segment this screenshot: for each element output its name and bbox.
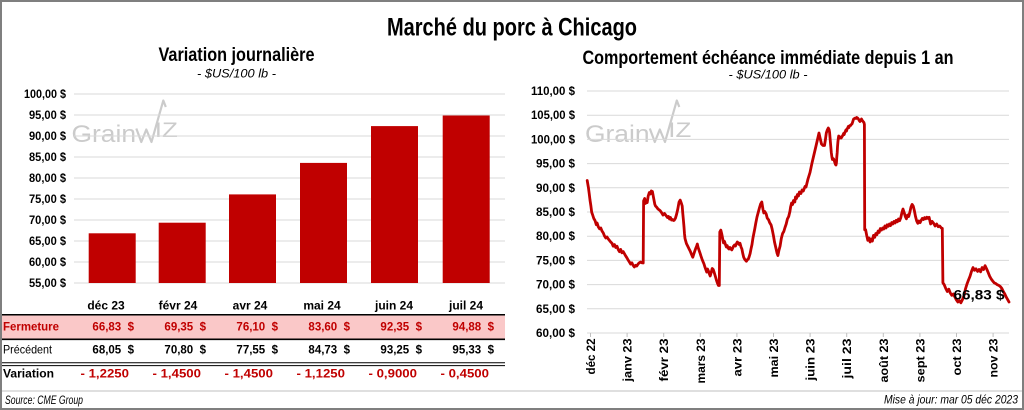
svg-text:janv 23: janv 23 bbox=[621, 338, 635, 382]
svg-text:77,55 $: 77,55 $ bbox=[236, 345, 278, 357]
svg-text:- $US/100 lb -: - $US/100 lb - bbox=[197, 67, 276, 81]
svg-text:- 0,4500: - 0,4500 bbox=[441, 367, 490, 381]
svg-text:84,73 $: 84,73 $ bbox=[308, 345, 350, 357]
svg-text:avr 23: avr 23 bbox=[730, 338, 744, 376]
svg-text:juin 23: juin 23 bbox=[804, 338, 818, 381]
svg-text:110,00 $: 110,00 $ bbox=[531, 84, 575, 98]
svg-text:juil 24: juil 24 bbox=[448, 299, 483, 313]
svg-text:70,80 $: 70,80 $ bbox=[164, 345, 206, 357]
svg-text:nov 23: nov 23 bbox=[987, 338, 1001, 377]
svg-text:60,00 $: 60,00 $ bbox=[29, 257, 67, 269]
svg-text:100,00 $: 100,00 $ bbox=[531, 132, 575, 146]
svg-text:95,00 $: 95,00 $ bbox=[536, 157, 575, 171]
svg-text:Mise à jour: mar 05 déc 2023: Mise à jour: mar 05 déc 2023 bbox=[884, 395, 1019, 407]
svg-text:92,35 $: 92,35 $ bbox=[380, 322, 422, 334]
svg-text:Source: CME Group: Source: CME Group bbox=[5, 395, 83, 407]
svg-text:- 0,9000: - 0,9000 bbox=[369, 367, 418, 381]
svg-text:66,83 $: 66,83 $ bbox=[92, 322, 134, 334]
svg-text:100,00 $: 100,00 $ bbox=[24, 89, 67, 101]
svg-text:Grain: Grain bbox=[72, 121, 137, 148]
svg-text:90,00 $: 90,00 $ bbox=[536, 181, 575, 195]
svg-text:sept 23: sept 23 bbox=[913, 338, 927, 382]
svg-text:août 23: août 23 bbox=[877, 338, 891, 382]
svg-text:105,00 $: 105,00 $ bbox=[531, 108, 575, 122]
svg-text:75,00 $: 75,00 $ bbox=[536, 253, 575, 267]
svg-text:- 1,4500: - 1,4500 bbox=[225, 367, 274, 381]
svg-text:83,60 $: 83,60 $ bbox=[308, 322, 350, 334]
svg-text:95,00 $: 95,00 $ bbox=[29, 110, 67, 122]
svg-text:déc 22: déc 22 bbox=[584, 338, 598, 374]
svg-text:IZ: IZ bbox=[155, 118, 178, 142]
svg-text:Grain: Grain bbox=[585, 121, 650, 148]
svg-text:mars 23: mars 23 bbox=[694, 338, 708, 383]
svg-text:févr 24: févr 24 bbox=[159, 299, 198, 313]
svg-text:Comportement échéance immédiat: Comportement échéance immédiate depuis 1… bbox=[583, 48, 954, 69]
svg-text:- $US/100 lb -: - $US/100 lb - bbox=[729, 68, 808, 82]
svg-text:93,25 $: 93,25 $ bbox=[380, 345, 422, 357]
svg-text:juil 23: juil 23 bbox=[840, 338, 854, 380]
svg-text:juin 24: juin 24 bbox=[374, 299, 413, 313]
svg-text:Variation: Variation bbox=[3, 367, 54, 381]
svg-text:76,10 $: 76,10 $ bbox=[236, 322, 278, 334]
svg-text:mai 24: mai 24 bbox=[303, 299, 341, 313]
svg-text:85,00 $: 85,00 $ bbox=[29, 152, 67, 164]
svg-text:Marché du porc à Chicago: Marché du porc à Chicago bbox=[387, 14, 637, 42]
svg-text:90,00 $: 90,00 $ bbox=[29, 131, 67, 143]
svg-text:85,00 $: 85,00 $ bbox=[536, 205, 575, 219]
svg-text:55,00 $: 55,00 $ bbox=[29, 278, 67, 290]
svg-text:65,00 $: 65,00 $ bbox=[536, 302, 575, 316]
svg-text:avr 24: avr 24 bbox=[233, 299, 268, 313]
svg-text:Fermeture: Fermeture bbox=[3, 320, 59, 334]
svg-text:94,88 $: 94,88 $ bbox=[452, 322, 494, 334]
svg-text:80,00 $: 80,00 $ bbox=[29, 173, 67, 185]
svg-text:70,00 $: 70,00 $ bbox=[29, 215, 67, 227]
svg-text:80,00 $: 80,00 $ bbox=[536, 229, 575, 243]
svg-text:oct 23: oct 23 bbox=[950, 338, 964, 375]
svg-text:Précédent: Précédent bbox=[3, 343, 53, 357]
svg-text:95,33 $: 95,33 $ bbox=[452, 345, 494, 357]
svg-text:60,00 $: 60,00 $ bbox=[536, 326, 575, 340]
svg-text:Variation journalière: Variation journalière bbox=[159, 45, 315, 66]
svg-text:69,35 $: 69,35 $ bbox=[164, 322, 206, 334]
svg-text:févr 23: févr 23 bbox=[657, 338, 671, 381]
svg-text:- 1,4500: - 1,4500 bbox=[153, 367, 202, 381]
svg-text:- 1,1250: - 1,1250 bbox=[297, 367, 346, 381]
svg-text:IZ: IZ bbox=[668, 118, 691, 142]
svg-text:- 1,2250: - 1,2250 bbox=[81, 367, 130, 381]
svg-text:mai 23: mai 23 bbox=[767, 338, 781, 377]
svg-text:75,00 $: 75,00 $ bbox=[29, 194, 67, 206]
svg-text:66,83 $: 66,83 $ bbox=[954, 288, 1006, 303]
svg-text:65,00 $: 65,00 $ bbox=[29, 236, 67, 248]
svg-text:68,05 $: 68,05 $ bbox=[92, 345, 134, 357]
svg-text:70,00 $: 70,00 $ bbox=[536, 278, 575, 292]
svg-text:déc 23: déc 23 bbox=[87, 299, 125, 313]
